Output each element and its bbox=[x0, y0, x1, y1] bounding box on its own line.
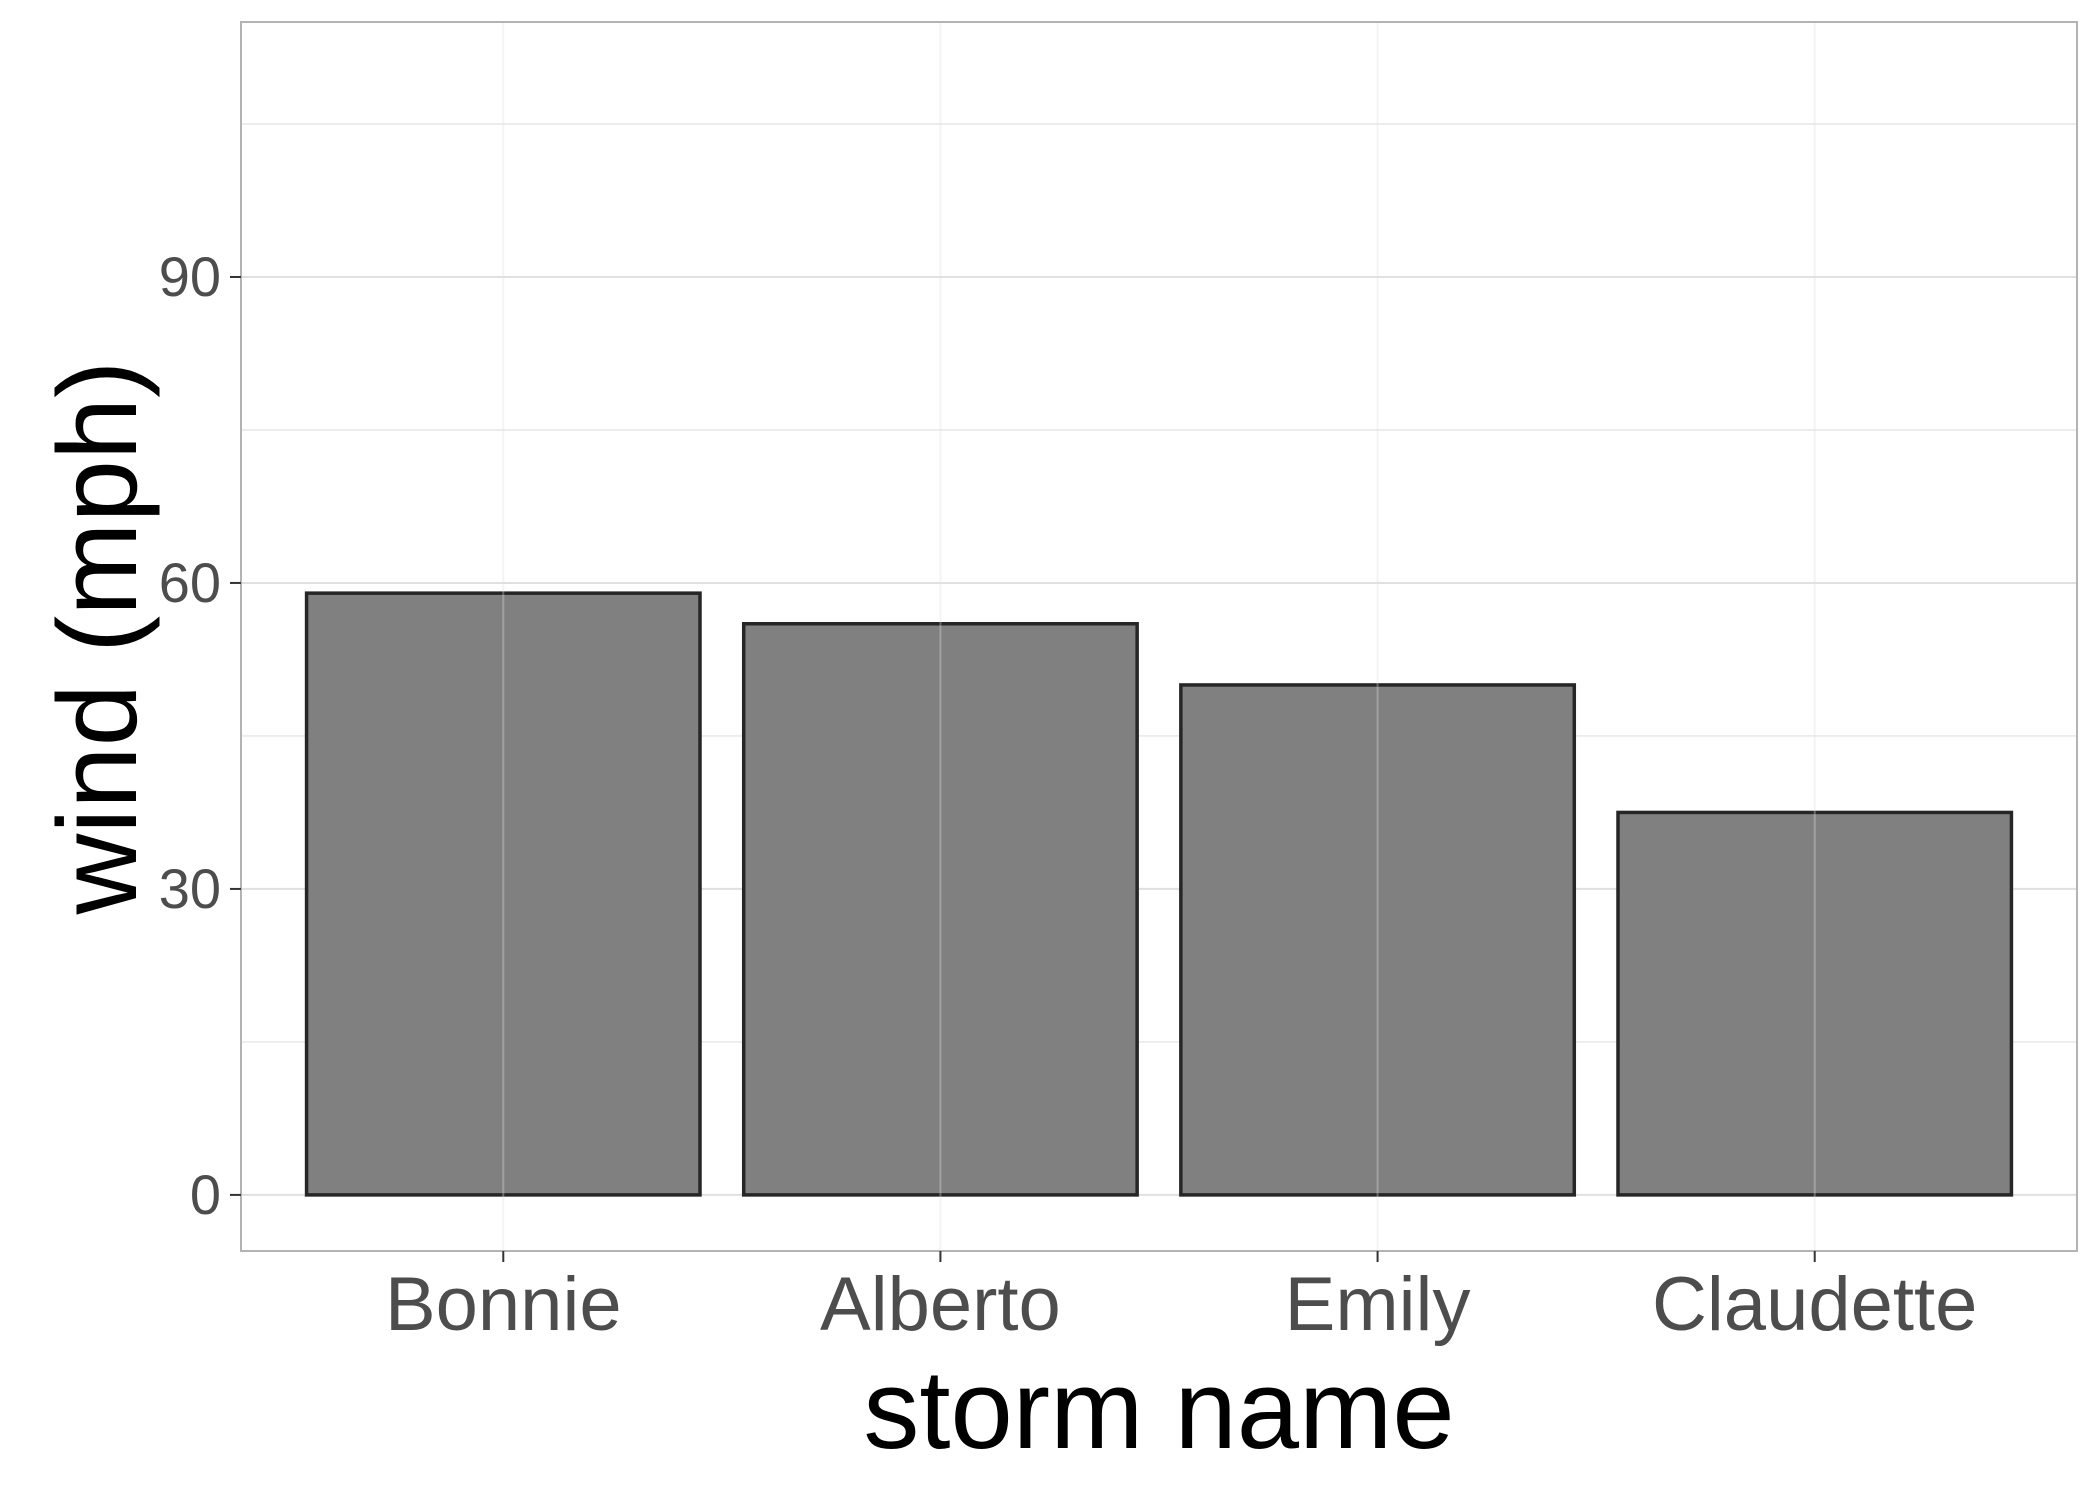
bars bbox=[304, 591, 2014, 1197]
y-tick-label: 0 bbox=[190, 1163, 221, 1226]
y-axis-title: wind (mph) bbox=[35, 361, 160, 916]
y-tick-label: 90 bbox=[159, 245, 221, 308]
x-axis-title: storm name bbox=[863, 1347, 1454, 1472]
bar-emily bbox=[1179, 683, 1577, 1197]
panel-border bbox=[240, 21, 2078, 1252]
y-tick-label: 30 bbox=[159, 857, 221, 920]
y-tick-label: 60 bbox=[159, 551, 221, 614]
bar-alberto bbox=[741, 622, 1139, 1197]
x-tick-label: Bonnie bbox=[385, 1262, 622, 1347]
y-axis: 0 30 60 90 bbox=[159, 245, 241, 1226]
x-tick-label: Alberto bbox=[820, 1262, 1061, 1347]
bar-bonnie bbox=[304, 591, 702, 1197]
x-tick-label: Claudette bbox=[1652, 1262, 1977, 1347]
x-axis: Bonnie Alberto Emily Claudette bbox=[385, 1251, 1977, 1347]
x-grid-lines bbox=[502, 22, 1816, 1251]
x-tick-label: Emily bbox=[1285, 1262, 1471, 1347]
bar-claudette bbox=[1616, 810, 2014, 1197]
